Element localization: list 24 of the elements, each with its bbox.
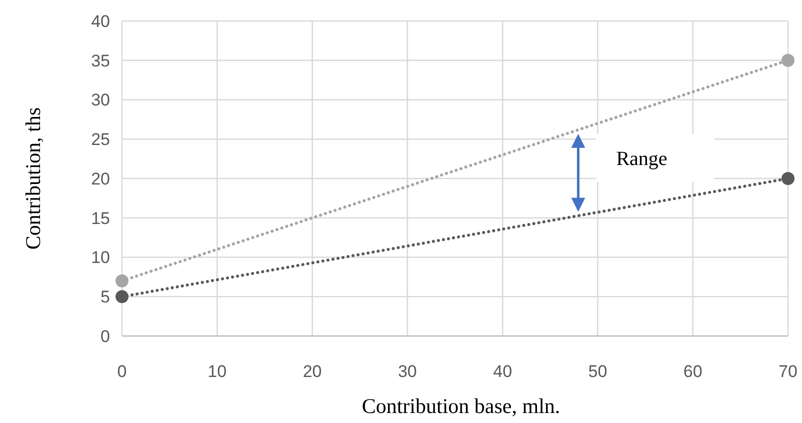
point <box>116 290 128 304</box>
x-tick-label: 10 <box>208 362 227 381</box>
y-tick-label: 25 <box>91 130 110 150</box>
y-tick-label: 15 <box>91 208 110 228</box>
point <box>116 274 128 288</box>
annotation: Range <box>616 148 668 170</box>
y-tick-label: 40 <box>91 12 110 31</box>
x-tick-label: 0 <box>117 362 127 381</box>
y-tick-label: 20 <box>91 169 110 188</box>
point <box>782 54 794 67</box>
y-tick-label: 5 <box>100 288 110 307</box>
x-tick-label: 60 <box>683 362 702 381</box>
x-tick-label: 40 <box>493 362 512 381</box>
x-tick-label: 70 <box>778 362 798 381</box>
y-tick-label: 35 <box>91 51 110 70</box>
x-axis-title: Contribution base, mln. <box>362 394 560 418</box>
y-tick-label: 30 <box>91 90 110 110</box>
point <box>782 172 794 185</box>
x-tick-label: 20 <box>302 362 322 381</box>
x-tick-label: 30 <box>398 362 417 381</box>
y-tick-label: 10 <box>91 248 110 268</box>
x-tick-label: 50 <box>588 362 608 381</box>
y-tick-label: 0 <box>100 326 110 346</box>
y-axis-title: Contribution, ths <box>21 107 45 250</box>
